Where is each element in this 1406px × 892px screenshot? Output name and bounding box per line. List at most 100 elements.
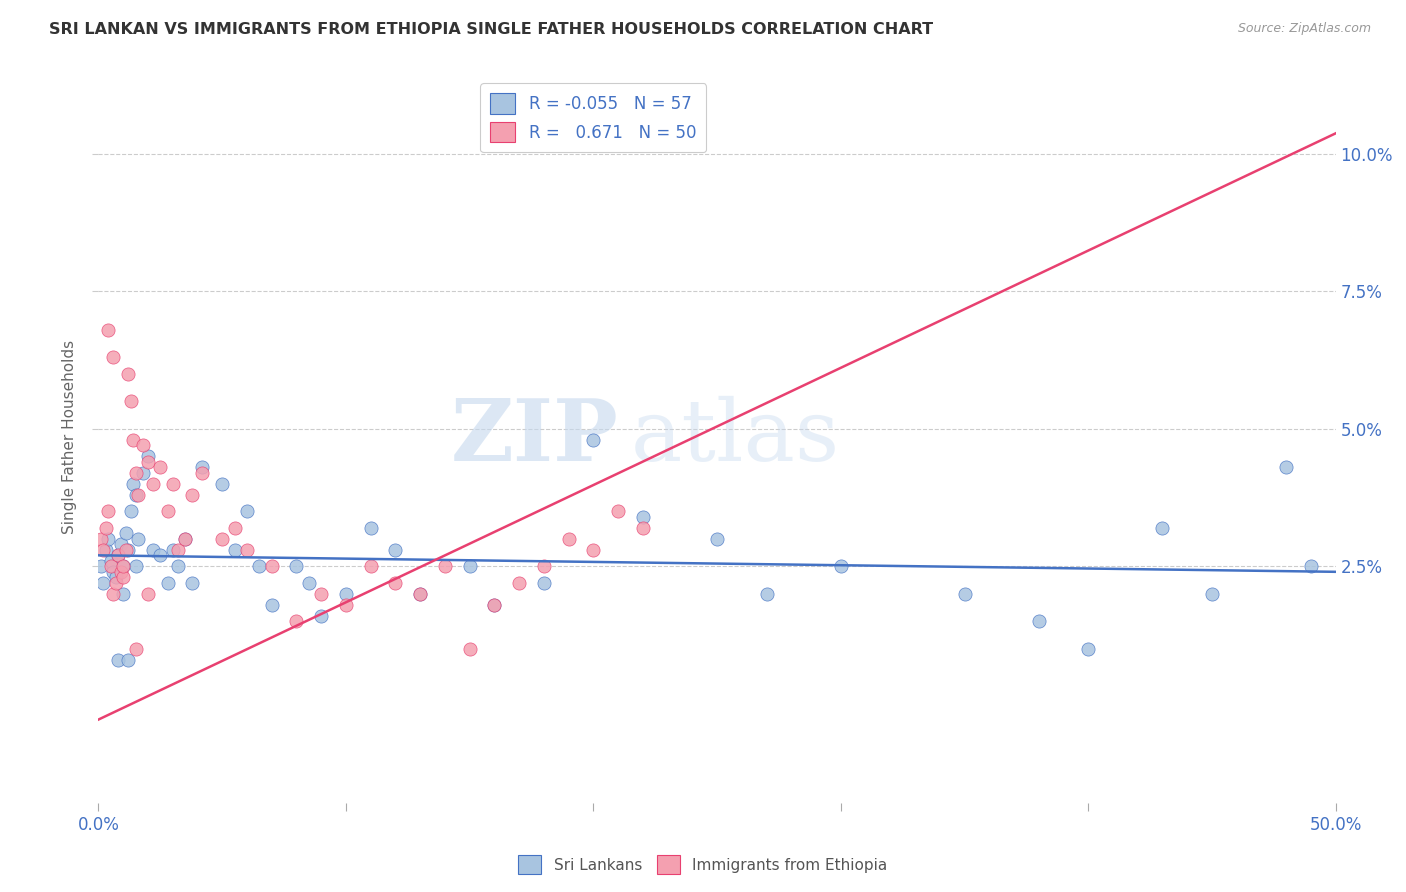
Point [706,532,728,546]
Point [93,575,115,590]
Point [484,598,506,612]
Point [409,587,432,601]
Point [360,559,382,574]
Point [110,565,132,579]
Point [166,559,188,574]
Point [104,575,127,590]
Point [224,542,246,557]
Point [224,521,246,535]
Point [236,504,259,518]
Point [136,455,159,469]
Point [114,542,136,557]
Point [1201,587,1223,601]
Point [191,460,214,475]
Point [181,488,204,502]
Point [236,542,259,557]
Point [93,542,115,557]
Point [1028,615,1050,629]
Point [112,570,135,584]
Point [90,559,112,574]
Point [174,532,197,546]
Point [433,559,456,574]
Point [755,587,778,601]
Point [156,504,179,518]
Point [103,351,125,365]
Point [211,532,233,546]
Point [100,554,122,568]
Point [508,575,530,590]
Point [124,559,146,574]
Point [533,559,555,574]
Point [103,587,125,601]
Point [124,488,146,502]
Point [181,575,204,590]
Point [110,537,132,551]
Point [582,542,605,557]
Point [830,559,852,574]
Point [100,559,122,574]
Point [117,542,139,557]
Point [107,549,129,563]
Point [104,570,127,584]
Point [166,542,188,557]
Point [112,559,135,574]
Text: atlas: atlas [630,395,839,479]
Point [103,565,125,579]
Point [309,608,332,623]
Point [162,476,184,491]
Point [335,587,357,601]
Point [260,559,283,574]
Point [557,532,579,546]
Point [120,394,142,409]
Point [285,615,308,629]
Text: SRI LANKAN VS IMMIGRANTS FROM ETHIOPIA SINGLE FATHER HOUSEHOLDS CORRELATION CHAR: SRI LANKAN VS IMMIGRANTS FROM ETHIOPIA S… [49,22,934,37]
Point [107,653,129,667]
Point [97,532,120,546]
Point [458,559,481,574]
Point [384,575,406,590]
Y-axis label: Single Father Households: Single Father Households [62,340,77,534]
Point [117,367,139,381]
Point [247,559,270,574]
Point [582,433,605,447]
Point [97,323,120,337]
Point [409,587,432,601]
Point [298,575,321,590]
Point [132,466,155,480]
Point [1275,460,1298,475]
Point [953,587,976,601]
Point [484,598,506,612]
Point [94,521,117,535]
Point [124,466,146,480]
Point [122,433,145,447]
Point [112,587,135,601]
Point [285,559,308,574]
Point [136,587,159,601]
Point [162,542,184,557]
Point [97,504,120,518]
Point [260,598,283,612]
Point [149,549,172,563]
Legend: R = -0.055   N = 57, R =   0.671   N = 50: R = -0.055 N = 57, R = 0.671 N = 50 [481,83,706,153]
Text: ZIP: ZIP [450,395,619,479]
Point [360,521,382,535]
Legend: Sri Lankans, Immigrants from Ethiopia: Sri Lankans, Immigrants from Ethiopia [512,849,894,880]
Point [458,641,481,656]
Point [124,641,146,656]
Point [384,542,406,557]
Point [142,476,165,491]
Point [211,476,233,491]
Point [156,575,179,590]
Point [112,559,135,574]
Point [1299,559,1322,574]
Point [120,504,142,518]
Point [94,542,117,557]
Point [132,438,155,452]
Point [117,653,139,667]
Point [533,575,555,590]
Point [127,488,149,502]
Point [631,521,654,535]
Point [191,466,214,480]
Point [1077,641,1099,656]
Point [335,598,357,612]
